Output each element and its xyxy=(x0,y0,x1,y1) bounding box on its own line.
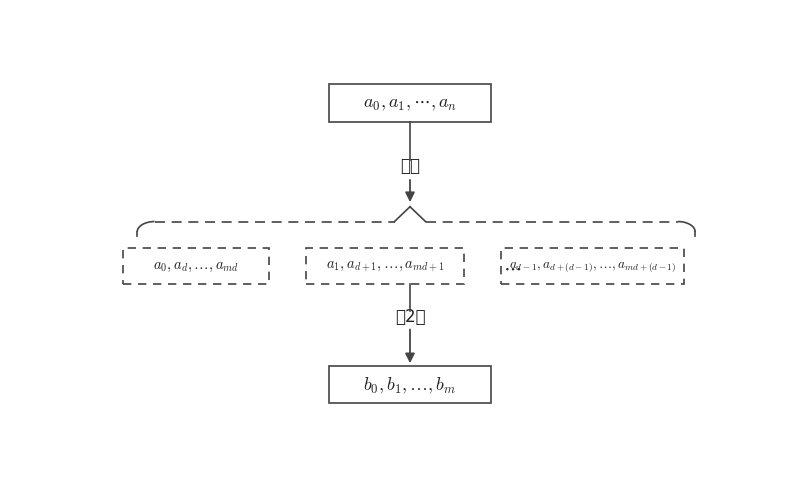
Text: $\cdots$: $\cdots$ xyxy=(503,257,522,276)
Text: $a_0, a_d, \ldots, a_{md}$: $a_0, a_d, \ldots, a_{md}$ xyxy=(153,259,239,274)
Bar xyxy=(123,249,269,284)
Bar xyxy=(306,249,464,284)
Text: $b_0, b_1, \ldots, b_m$: $b_0, b_1, \ldots, b_m$ xyxy=(363,375,457,395)
Bar xyxy=(330,85,490,122)
Text: 抽样: 抽样 xyxy=(400,157,420,175)
Bar xyxy=(330,366,490,403)
Bar xyxy=(502,249,684,284)
Text: $a_0, a_1, \cdots, a_n$: $a_0, a_1, \cdots, a_n$ xyxy=(363,95,457,113)
Text: 模2加: 模2加 xyxy=(394,308,426,325)
Text: $a_{d-1}, a_{d+(d-1)}, \ldots, a_{md+(d-1)}$: $a_{d-1}, a_{d+(d-1)}, \ldots, a_{md+(d-… xyxy=(510,260,677,273)
Text: $a_1, a_{d+1}, \ldots, a_{md+1}$: $a_1, a_{d+1}, \ldots, a_{md+1}$ xyxy=(326,259,445,274)
